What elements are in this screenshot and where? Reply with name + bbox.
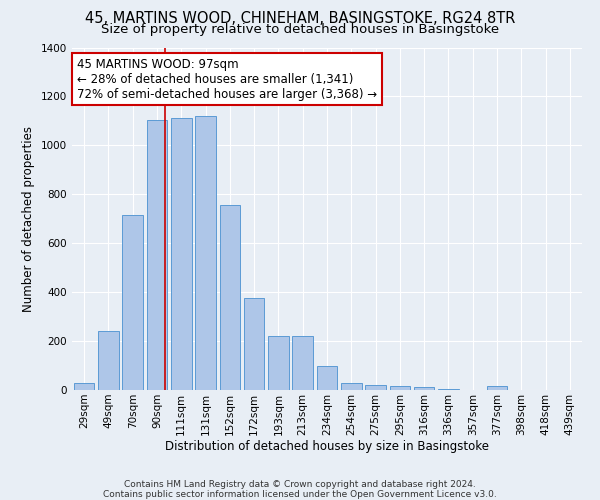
Bar xyxy=(244,298,265,390)
Bar xyxy=(317,366,337,390)
Bar xyxy=(389,386,410,390)
Bar xyxy=(98,332,119,390)
Bar xyxy=(438,389,459,390)
Text: 45 MARTINS WOOD: 97sqm
← 28% of detached houses are smaller (1,341)
72% of semi-: 45 MARTINS WOOD: 97sqm ← 28% of detached… xyxy=(77,58,377,101)
Bar xyxy=(171,118,191,390)
Text: Contains HM Land Registry data © Crown copyright and database right 2024.
Contai: Contains HM Land Registry data © Crown c… xyxy=(103,480,497,499)
Bar xyxy=(487,386,508,390)
Text: 45, MARTINS WOOD, CHINEHAM, BASINGSTOKE, RG24 8TR: 45, MARTINS WOOD, CHINEHAM, BASINGSTOKE,… xyxy=(85,11,515,26)
Bar xyxy=(365,384,386,390)
Y-axis label: Number of detached properties: Number of detached properties xyxy=(22,126,35,312)
Bar xyxy=(341,383,362,390)
X-axis label: Distribution of detached houses by size in Basingstoke: Distribution of detached houses by size … xyxy=(165,440,489,454)
Bar xyxy=(146,120,167,390)
Bar xyxy=(292,336,313,390)
Bar xyxy=(195,116,216,390)
Bar xyxy=(414,387,434,390)
Bar xyxy=(220,206,240,390)
Bar xyxy=(122,215,143,390)
Bar xyxy=(268,336,289,390)
Bar xyxy=(74,382,94,390)
Text: Size of property relative to detached houses in Basingstoke: Size of property relative to detached ho… xyxy=(101,22,499,36)
